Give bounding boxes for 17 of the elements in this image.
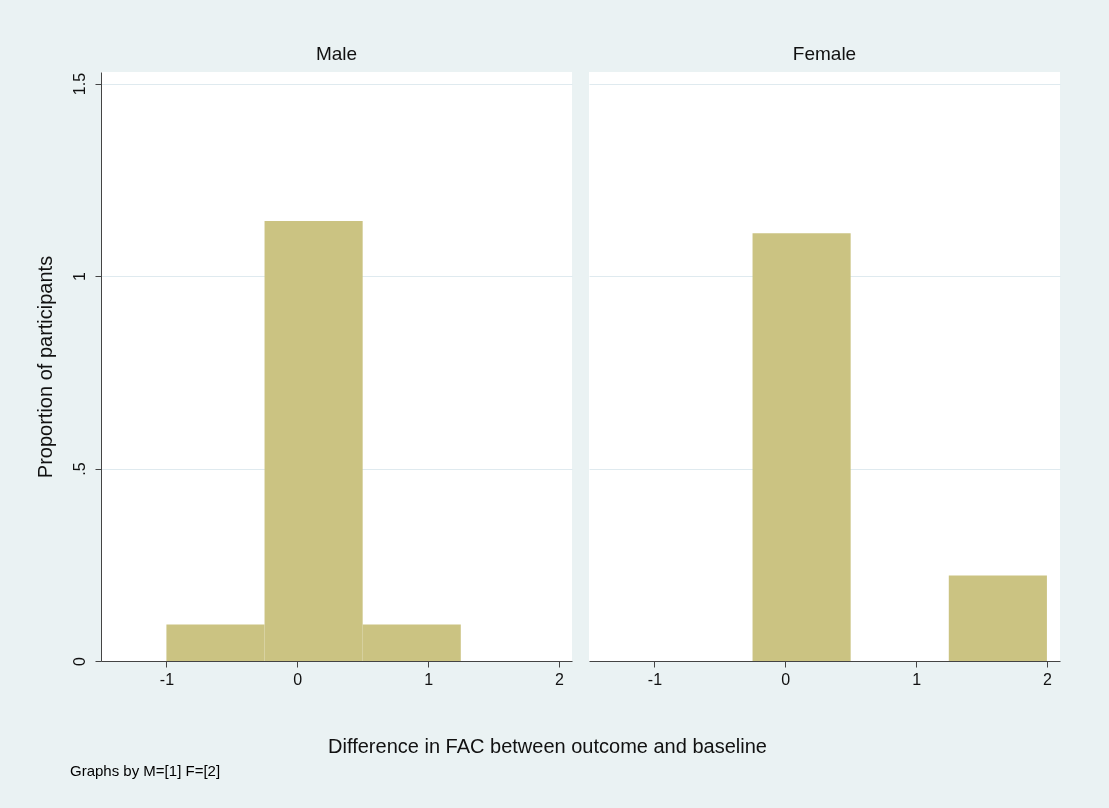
y-tick-label: 0 — [70, 656, 88, 666]
y-axis-title: Proportion of participants — [33, 255, 56, 479]
y-tick-label: 1.5 — [70, 72, 88, 96]
x-tick-label: -1 — [647, 670, 663, 688]
y-tick-label: 1 — [70, 271, 88, 281]
y-tick-label: .5 — [70, 462, 88, 476]
x-tick-label: 0 — [293, 670, 303, 688]
chart-title: Female — [792, 43, 857, 64]
x-tick-label: -1 — [159, 670, 175, 688]
x-tick-label: 2 — [1042, 670, 1052, 688]
x-tick-label: 1 — [424, 670, 434, 688]
x-axis-title: Difference in FAC between outcome and baseline — [328, 735, 767, 757]
text: Graphs by M=[1] F=[2] — [70, 762, 221, 779]
chart-title: Male — [315, 43, 358, 64]
x-tick-label: 0 — [781, 670, 791, 688]
x-tick-label: 1 — [912, 670, 922, 688]
x-tick-label: 2 — [554, 670, 564, 688]
